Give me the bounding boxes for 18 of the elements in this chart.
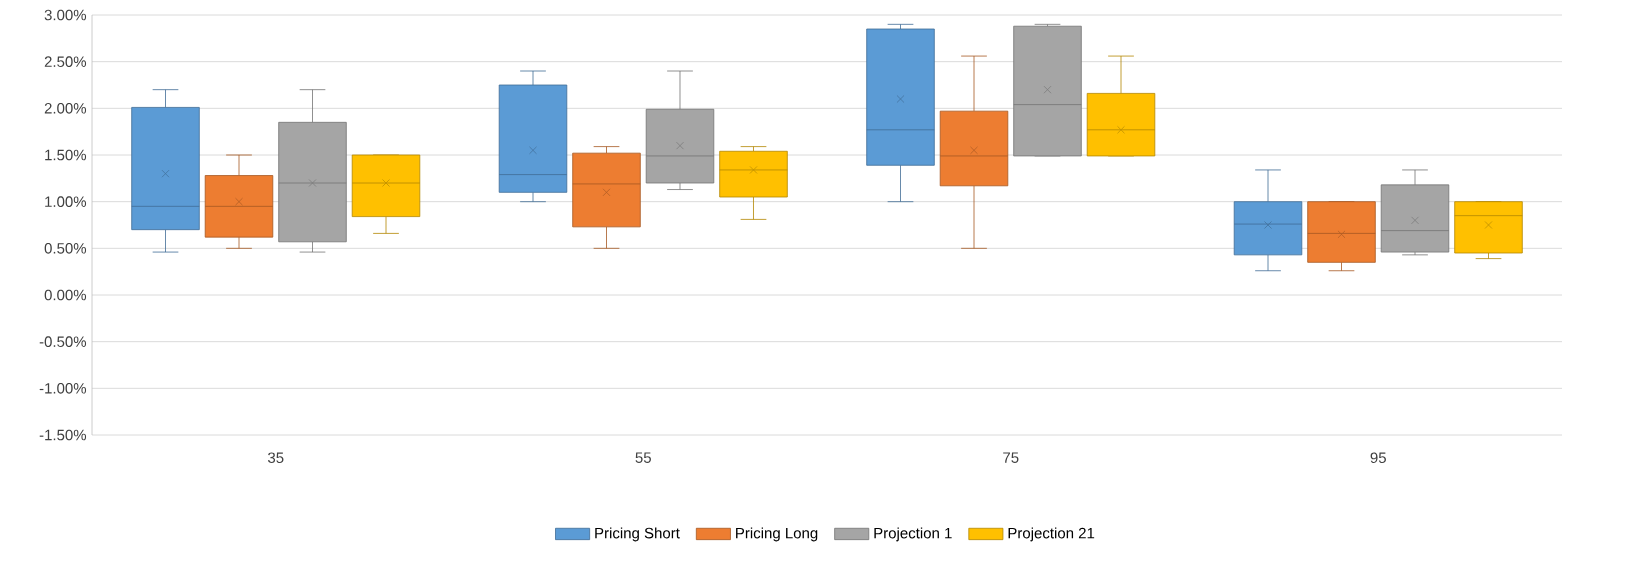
y-tick-label: 0.50% <box>44 243 87 254</box>
x-tick-label: 35 <box>267 452 284 464</box>
legend-label: Projection 21 <box>1008 527 1095 542</box>
y-tick-label: 3.00% <box>44 9 87 21</box>
x-tick-label: 75 <box>1003 452 1019 463</box>
legend-label: Pricing Long <box>736 527 818 542</box>
y-tick-label: 2.00% <box>44 103 87 114</box>
legend-label: Pricing Short <box>595 527 680 542</box>
y-tick-label: 2.50% <box>44 56 87 67</box>
y-tick-label: -0.50% <box>39 336 87 347</box>
legend-label: Projection 1 <box>874 527 952 542</box>
y-tick-label: 1.50% <box>45 149 87 161</box>
y-tick-label: -1.00% <box>39 383 87 394</box>
y-tick-label: -1.50% <box>39 429 87 441</box>
x-tick-label: 95 <box>1370 452 1386 464</box>
x-tick-label: 55 <box>635 452 651 463</box>
y-tick-label: 1.00% <box>45 196 87 207</box>
y-tick-label: 0.00% <box>44 289 87 301</box>
